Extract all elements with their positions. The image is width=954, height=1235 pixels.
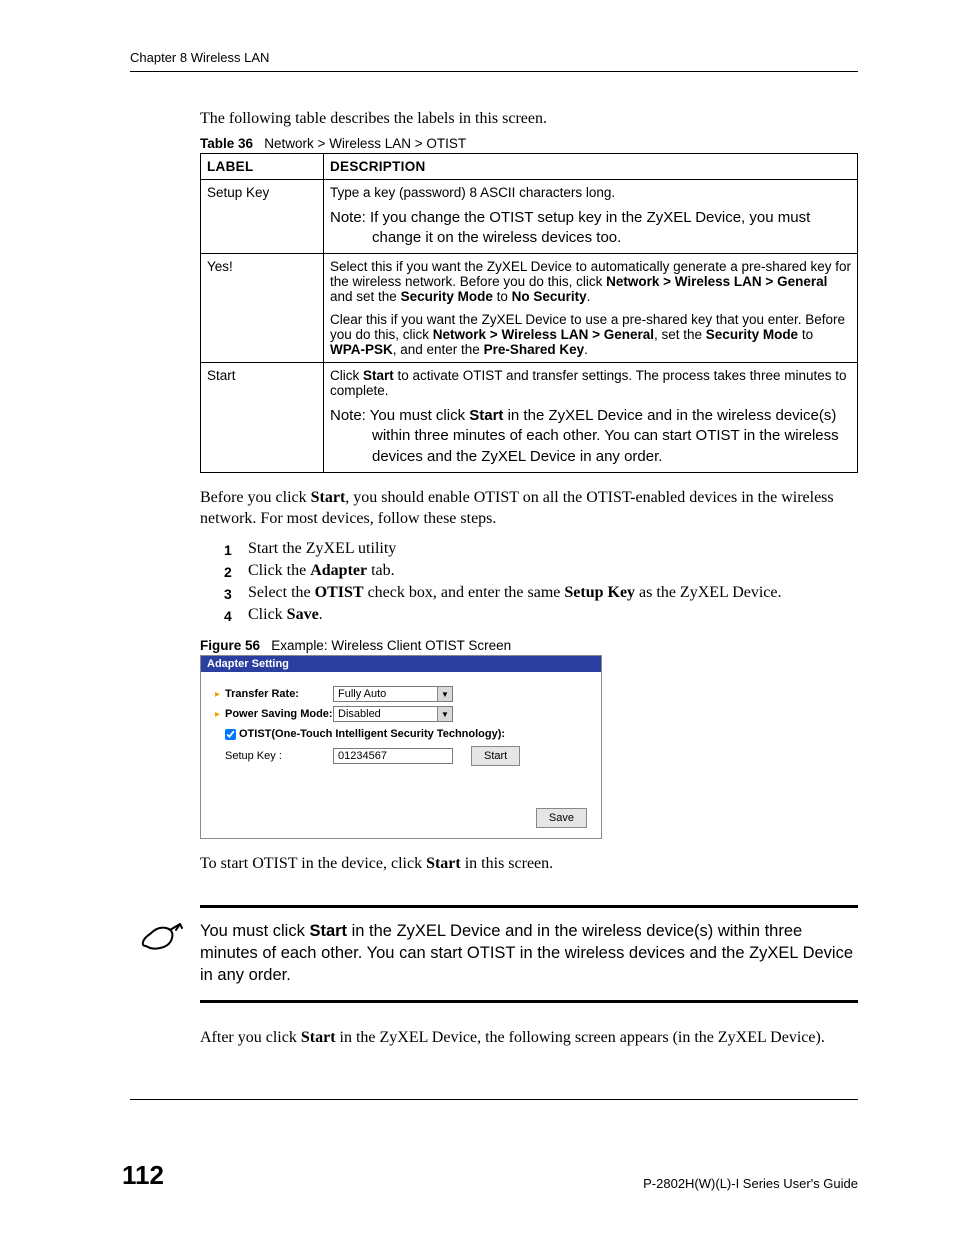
bullet-icon: ▸ xyxy=(215,689,225,700)
cell-description: Select this if you want the ZyXEL Device… xyxy=(324,254,858,363)
table-row: Start Click Start to activate OTIST and … xyxy=(201,363,858,473)
adapter-title: Adapter Setting xyxy=(201,656,601,672)
cell-note: Note: You must click Start in the ZyXEL … xyxy=(330,406,851,467)
otist-checkbox-row: OTIST(One-Touch Intelligent Security Tec… xyxy=(225,728,587,740)
power-saving-select[interactable]: Disabled ▼ xyxy=(333,706,453,722)
list-item: Click Save. xyxy=(224,606,858,624)
start-button[interactable]: Start xyxy=(471,746,520,766)
chevron-down-icon: ▼ xyxy=(437,707,452,721)
cell-label: Setup Key xyxy=(201,179,324,254)
paragraph-final: After you click Start in the ZyXEL Devic… xyxy=(200,1027,858,1049)
power-saving-label: Power Saving Mode: xyxy=(225,708,333,720)
transfer-rate-select[interactable]: Fully Auto ▼ xyxy=(333,686,453,702)
power-saving-value: Disabled xyxy=(338,708,381,720)
table-caption: Table 36 Network > Wireless LAN > OTIST xyxy=(200,136,858,151)
table-row: Yes! Select this if you want the ZyXEL D… xyxy=(201,254,858,363)
transfer-rate-label: Transfer Rate: xyxy=(225,688,333,700)
guide-name: P-2802H(W)(L)-I Series User's Guide xyxy=(643,1176,858,1191)
bullet-icon: ▸ xyxy=(215,709,225,720)
page-number: 112 xyxy=(122,1160,164,1191)
cell-label: Start xyxy=(201,363,324,473)
cell-text: Click Start to activate OTIST and transf… xyxy=(330,368,851,398)
adapter-setting-panel: Adapter Setting ▸ Transfer Rate: Fully A… xyxy=(200,655,602,839)
intro-paragraph: The following table describes the labels… xyxy=(200,108,858,130)
figure-caption-label: Figure 56 xyxy=(200,638,260,653)
table-row: Setup Key Type a key (password) 8 ASCII … xyxy=(201,179,858,254)
page-footer: 112 P-2802H(W)(L)-I Series User's Guide xyxy=(130,1160,858,1191)
setup-key-label: Setup Key : xyxy=(215,750,333,762)
cell-text: Clear this if you want the ZyXEL Device … xyxy=(330,312,851,357)
cell-text: Type a key (password) 8 ASCII characters… xyxy=(330,185,851,200)
th-label: LABEL xyxy=(201,153,324,179)
th-description: DESCRIPTION xyxy=(324,153,858,179)
transfer-rate-row: ▸ Transfer Rate: Fully Auto ▼ xyxy=(215,686,587,702)
footer-rule xyxy=(130,1099,858,1100)
note-icon xyxy=(140,920,200,959)
callout-bottom-rule xyxy=(200,1000,858,1003)
steps-list: Start the ZyXEL utility Click the Adapte… xyxy=(224,540,858,624)
setup-key-row: Setup Key : 01234567 Start xyxy=(215,746,587,766)
chevron-down-icon: ▼ xyxy=(437,687,452,701)
paragraph-before-steps: Before you click Start, you should enabl… xyxy=(200,487,858,530)
power-saving-row: ▸ Power Saving Mode: Disabled ▼ xyxy=(215,706,587,722)
running-header: Chapter 8 Wireless LAN xyxy=(130,50,858,65)
list-item: Click the Adapter tab. xyxy=(224,562,858,580)
setup-key-input[interactable]: 01234567 xyxy=(333,748,453,764)
save-button[interactable]: Save xyxy=(536,808,587,828)
transfer-rate-value: Fully Auto xyxy=(338,688,386,700)
callout-note: You must click Start in the ZyXEL Device… xyxy=(200,905,858,1004)
cell-label: Yes! xyxy=(201,254,324,363)
description-table: LABEL DESCRIPTION Setup Key Type a key (… xyxy=(200,153,858,473)
list-item: Start the ZyXEL utility xyxy=(224,540,858,558)
list-item: Select the OTIST check box, and enter th… xyxy=(224,584,858,602)
table-caption-text: Network > Wireless LAN > OTIST xyxy=(264,136,466,151)
cell-description: Click Start to activate OTIST and transf… xyxy=(324,363,858,473)
callout-top-rule xyxy=(200,905,858,908)
figure-caption-text: Example: Wireless Client OTIST Screen xyxy=(271,638,511,653)
callout-text: You must click Start in the ZyXEL Device… xyxy=(200,920,858,987)
otist-checkbox-label: OTIST(One-Touch Intelligent Security Tec… xyxy=(239,728,505,740)
table-caption-label: Table 36 xyxy=(200,136,253,151)
header-rule xyxy=(130,71,858,72)
otist-checkbox[interactable] xyxy=(225,729,236,740)
cell-description: Type a key (password) 8 ASCII characters… xyxy=(324,179,858,254)
cell-text: Select this if you want the ZyXEL Device… xyxy=(330,259,851,304)
paragraph-after-figure: To start OTIST in the device, click Star… xyxy=(200,853,858,875)
figure-caption: Figure 56 Example: Wireless Client OTIST… xyxy=(200,638,858,653)
cell-note: Note: If you change the OTIST setup key … xyxy=(330,208,851,249)
